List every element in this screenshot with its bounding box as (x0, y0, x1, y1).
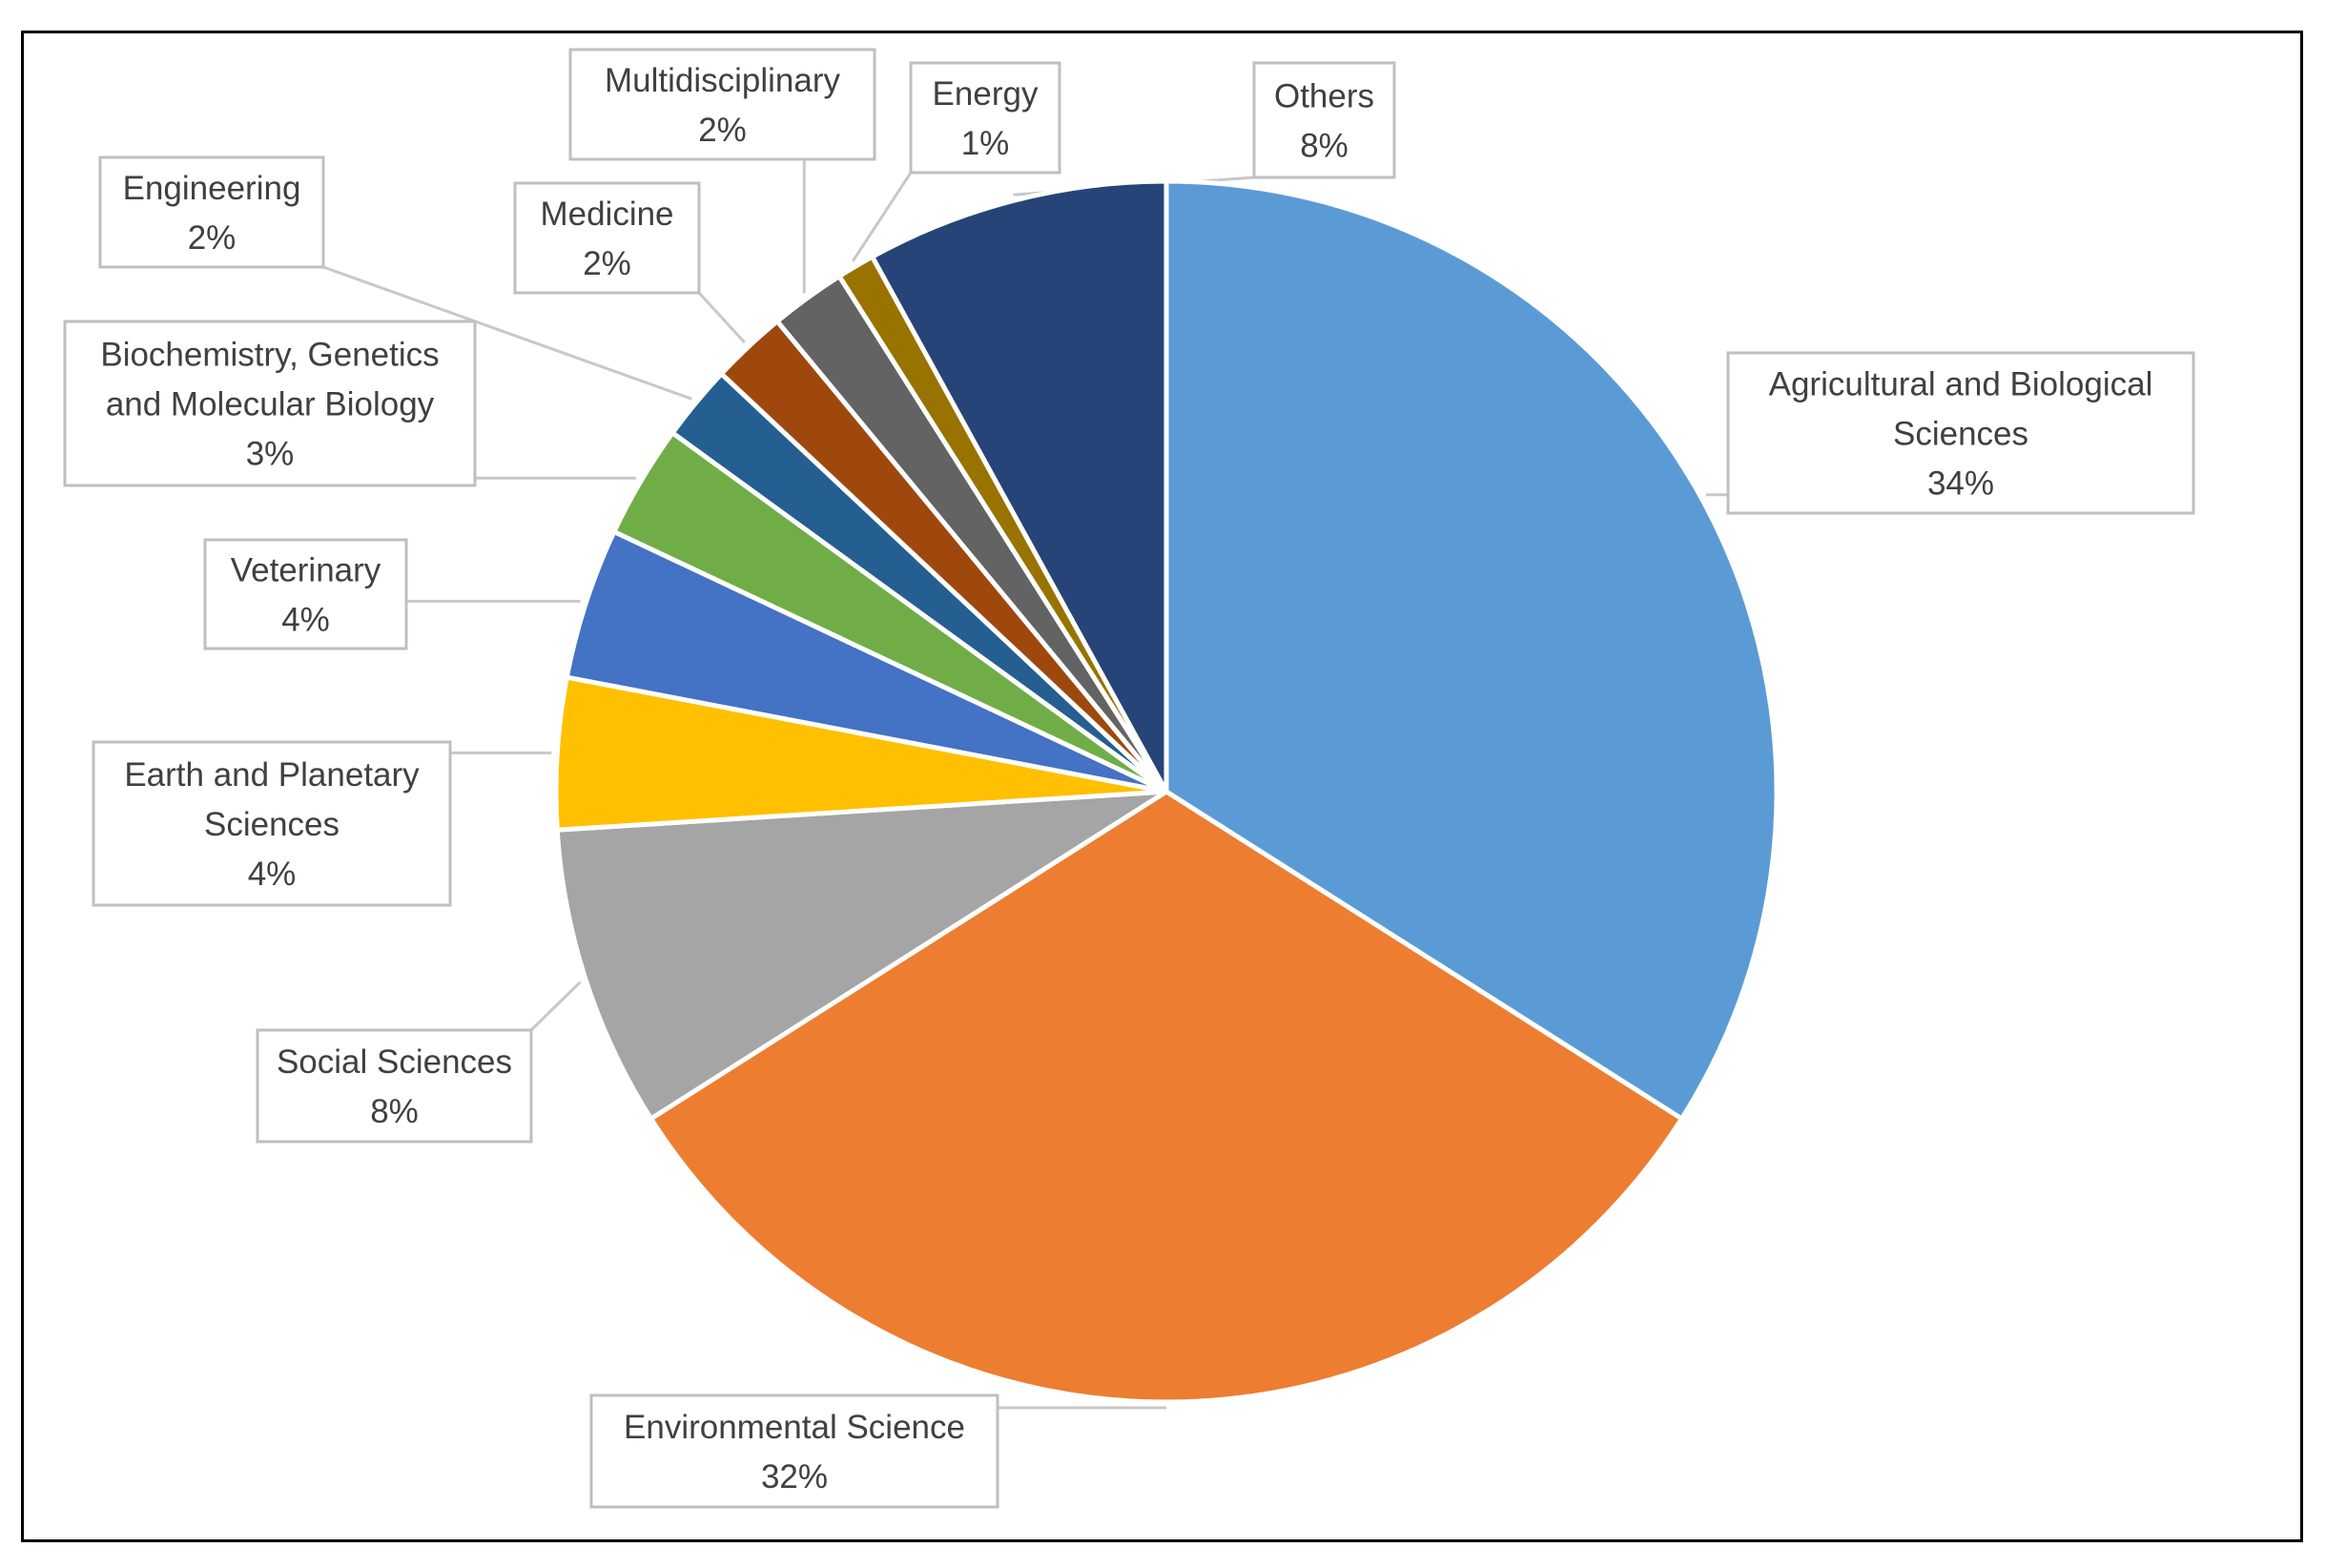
data-label-veterinary: Veterinary 4% (203, 538, 408, 650)
data-label-social-sciences: Social Sciences 8% (256, 1028, 533, 1144)
data-label-others: Others 8% (1252, 61, 1396, 179)
data-label-earth-and-planetary-sciences: Earth and Planetary Sciences 4% (92, 740, 452, 907)
data-label-box (98, 155, 325, 269)
pie-slice-environmental-science (648, 789, 1684, 1405)
data-label-box (589, 1393, 999, 1509)
data-label-value: 2% (188, 219, 237, 257)
data-label-value: 2% (583, 245, 631, 282)
data-label-value: 2% (698, 112, 747, 149)
data-label-agricultural-and-biological-sciences: Agricultural and Biological Sciences 34% (1726, 351, 2195, 515)
data-label-value: 34% (1927, 465, 1994, 503)
data-label-box (1726, 351, 2195, 515)
data-label-box (63, 320, 477, 487)
data-label-name: Biochemistry, Genetics (100, 337, 439, 374)
data-label-value: 4% (281, 602, 330, 639)
data-label-value: 3% (246, 436, 295, 473)
data-label-name: Medicine (540, 196, 673, 233)
data-label-name: Social Sciences (277, 1043, 512, 1081)
leader-line-social-sciences (529, 980, 582, 1032)
data-label-box (92, 740, 452, 907)
data-label-name: Earth and Planetary (124, 756, 420, 794)
data-label-multidisciplinary: Multidisciplinary 2% (568, 48, 876, 161)
data-label-box (1252, 61, 1396, 179)
data-label-name: Veterinary (231, 552, 381, 589)
data-label-environmental-science: Environmental Science 32% (589, 1393, 999, 1509)
data-label-name: and Molecular Biology (106, 386, 435, 423)
data-label-value: 8% (370, 1093, 419, 1130)
leader-line-engineering (322, 265, 692, 401)
data-label-box (568, 48, 876, 161)
pie-slice-agricultural-and-biological-sciences (1163, 178, 1780, 1122)
data-label-name: Energy (933, 75, 1039, 113)
data-label-name: Engineering (123, 170, 301, 207)
data-label-name: Sciences (1893, 416, 2028, 453)
data-label-medicine: Medicine 2% (513, 181, 701, 295)
pie-slice-others (870, 178, 1169, 794)
data-label-name: Environmental Science (624, 1409, 965, 1446)
data-label-box (256, 1028, 533, 1144)
data-label-value: 1% (961, 125, 1010, 162)
data-label-name: Multidisciplinary (605, 62, 841, 99)
data-label-name: Agricultural and Biological (1769, 366, 2153, 403)
leader-line-energy (851, 172, 913, 262)
data-label-box (909, 61, 1061, 175)
leader-line-medicine (697, 291, 746, 344)
data-label-box (513, 181, 701, 295)
data-label-value: 8% (1300, 128, 1348, 165)
pie-slice-social-sciences (554, 789, 1169, 1122)
data-label-value: 32% (761, 1458, 828, 1496)
data-label-energy: Energy 1% (909, 61, 1061, 175)
data-label-name: Sciences (204, 806, 340, 843)
pie-slices (553, 178, 1780, 1405)
data-label-value: 4% (248, 856, 297, 893)
data-label-name: Others (1274, 78, 1374, 115)
data-label-engineering: Engineering 2% (98, 155, 325, 269)
data-labels: Agricultural and Biological Sciences 34% En… (63, 48, 2195, 1509)
data-label-box (203, 538, 408, 650)
data-label-biochemistry-genetics-and-molecular-biology: Biochemistry, Genetics and Molecular Biol… (63, 320, 477, 487)
